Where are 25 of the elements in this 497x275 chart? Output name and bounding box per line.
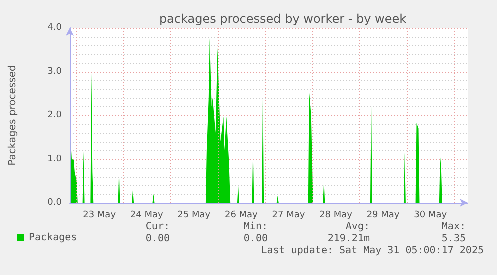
x-tick-label: 28 May bbox=[320, 210, 354, 220]
y-tick-label: 4.0 bbox=[48, 23, 62, 33]
x-tick-label: 25 May bbox=[178, 210, 212, 220]
y-tick-label: 3.0 bbox=[48, 66, 62, 77]
y-tick-label: 0.0 bbox=[48, 198, 62, 208]
x-tick-label: 23 May bbox=[83, 210, 117, 220]
text: 5.35 bbox=[442, 234, 466, 244]
text: 0.00 bbox=[146, 234, 170, 244]
legend-label: Packages bbox=[29, 232, 78, 244]
text: 219.21m bbox=[328, 234, 370, 244]
x-tick-label: 27 May bbox=[272, 210, 306, 220]
text: Min: bbox=[244, 222, 268, 232]
y-tick-label: 1.0 bbox=[48, 154, 62, 164]
x-tick-label: 26 May bbox=[224, 210, 259, 220]
x-tick-label: 30 May bbox=[414, 210, 448, 220]
x-tick-label: 29 May bbox=[366, 210, 400, 220]
text: Max: bbox=[442, 222, 466, 232]
chart-title: packages processed by worker - by week bbox=[159, 12, 407, 26]
text: Last update: Sat May 31 05:00:17 2025 bbox=[261, 246, 484, 256]
x-tick-label: 24 May bbox=[130, 210, 164, 220]
text: 0.00 bbox=[244, 234, 268, 244]
text: Cur: bbox=[146, 222, 170, 232]
y-tick-label: 2.0 bbox=[48, 110, 62, 120]
text: Avg: bbox=[346, 222, 370, 232]
y-axis-title: Packages processed bbox=[8, 65, 18, 166]
